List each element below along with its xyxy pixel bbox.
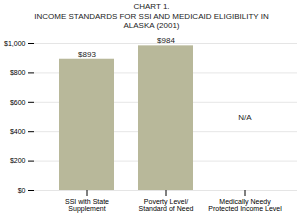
svg-text:SSI with StateSupplement: SSI with StateSupplement <box>65 198 109 213</box>
svg-text:$800: $800 <box>10 69 26 76</box>
svg-text:$893: $893 <box>78 49 96 58</box>
svg-text:Medically NeedyProtected Incom: Medically NeedyProtected Income Level <box>208 198 282 212</box>
svg-text:$0: $0 <box>18 186 26 193</box>
html-text:CHART 1. INCOME STANDARDS FOR: CHART 1. INCOME STANDARDS FOR SSI AND ME… <box>34 2 269 30</box>
svg-text:$1,000: $1,000 <box>4 39 26 46</box>
svg-text:Poverty Level/Standard of Need: Poverty Level/Standard of Need <box>139 198 194 212</box>
svg-text:$200: $200 <box>10 157 26 164</box>
svg-text:$984: $984 <box>157 36 175 45</box>
svg-text:$400: $400 <box>10 127 26 134</box>
svg-text:$600: $600 <box>10 98 26 105</box>
svg-text:N/A: N/A <box>238 112 252 121</box>
